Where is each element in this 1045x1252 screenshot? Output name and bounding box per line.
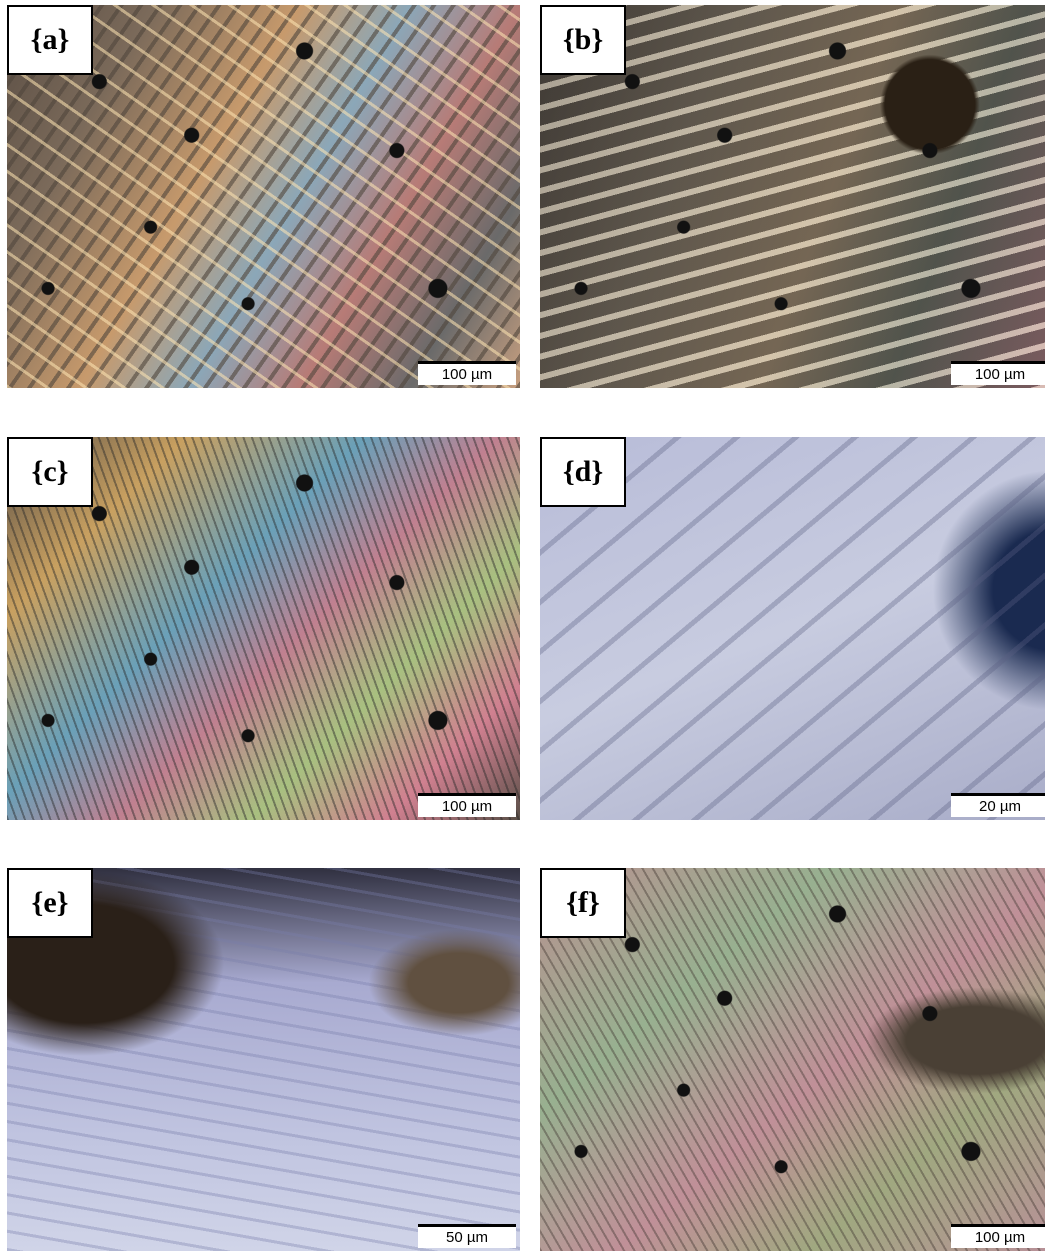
panel-label: {a} <box>7 5 93 75</box>
panel-label: {d} <box>540 437 626 507</box>
micrograph-panel: {e} 50 µm <box>7 868 520 1251</box>
panel-label: {c} <box>7 437 93 507</box>
micrograph-panel: {c} 100 µm <box>7 437 520 820</box>
figure: {a} 100 µm {b} 100 µm {c} 100 µm {d} 20 … <box>0 0 1045 1252</box>
panel-label: {e} <box>7 868 93 938</box>
scale-bar: 50 µm <box>418 1224 516 1248</box>
scale-bar: 100 µm <box>951 1224 1045 1248</box>
micrograph-panel: {d} 20 µm <box>540 437 1045 820</box>
micrograph-panel: {f} 100 µm <box>540 868 1045 1251</box>
panel-label: {b} <box>540 5 626 75</box>
micrograph-panel: {a} 100 µm <box>7 5 520 388</box>
scale-bar: 100 µm <box>951 361 1045 385</box>
panel-label: {f} <box>540 868 626 938</box>
scale-bar: 100 µm <box>418 361 516 385</box>
scale-bar: 20 µm <box>951 793 1045 817</box>
scale-bar: 100 µm <box>418 793 516 817</box>
micrograph-panel: {b} 100 µm <box>540 5 1045 388</box>
